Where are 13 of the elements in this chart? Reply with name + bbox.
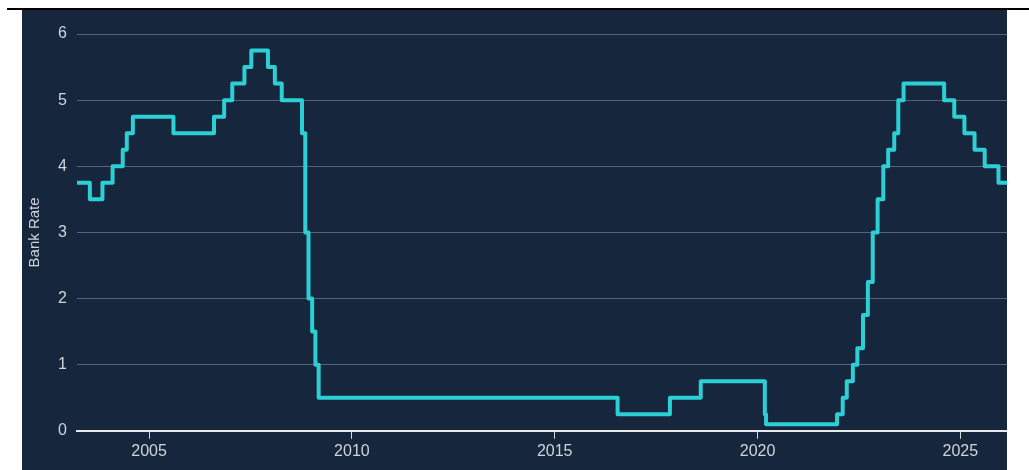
y-tick-label: 3 bbox=[57, 222, 67, 240]
y-tick-label: 6 bbox=[57, 24, 67, 42]
x-tick-label: 2010 bbox=[334, 441, 370, 459]
y-tick-label: 1 bbox=[57, 355, 67, 373]
y-axis-title: Bank Rate bbox=[25, 197, 43, 268]
y-tick-label: 2 bbox=[57, 288, 67, 306]
x-tick-label: 2025 bbox=[942, 441, 979, 459]
x-tick-label: 2020 bbox=[739, 441, 776, 459]
y-tick-label: 5 bbox=[57, 90, 67, 108]
x-tick-label: 2005 bbox=[131, 441, 167, 459]
y-tick-label: 4 bbox=[57, 156, 67, 174]
x-tick-label: 2015 bbox=[536, 441, 573, 459]
y-tick-label: 0 bbox=[57, 421, 67, 439]
